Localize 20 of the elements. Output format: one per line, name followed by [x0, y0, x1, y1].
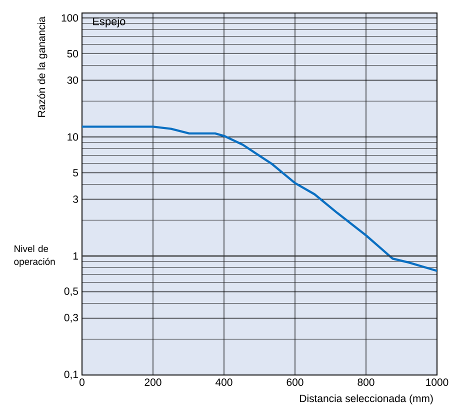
- x-axis-title: Distancia seleccionada (mm): [300, 394, 433, 404]
- x-tick-label: 0: [79, 378, 84, 386]
- y-tick-label: 1: [73, 252, 78, 260]
- y-tick-label: 3: [73, 195, 78, 203]
- y-tick-label: 10: [68, 133, 78, 141]
- x-tick-label: 200: [144, 378, 162, 386]
- y-tick-label: 100: [62, 14, 78, 22]
- line-series: [82, 126, 438, 272]
- x-tick-label: 800: [358, 378, 374, 386]
- x-tick-label: 600: [286, 378, 304, 386]
- y-tick-label: 0,1: [64, 370, 78, 380]
- y-tick-label: 50: [67, 50, 78, 58]
- y-tick-label: 30: [67, 76, 78, 84]
- y-axis-title: Razón de la ganancia: [37, 16, 48, 117]
- x-tick-label: 1000: [426, 378, 448, 386]
- x-tick-label: 400: [216, 378, 232, 386]
- y-tick-label: 0,5: [64, 287, 78, 296]
- ref-line-label: Nivel de operación: [14, 245, 55, 267]
- y-tick-label: 0,3: [64, 314, 78, 323]
- y-tick-label: 5: [73, 169, 78, 176]
